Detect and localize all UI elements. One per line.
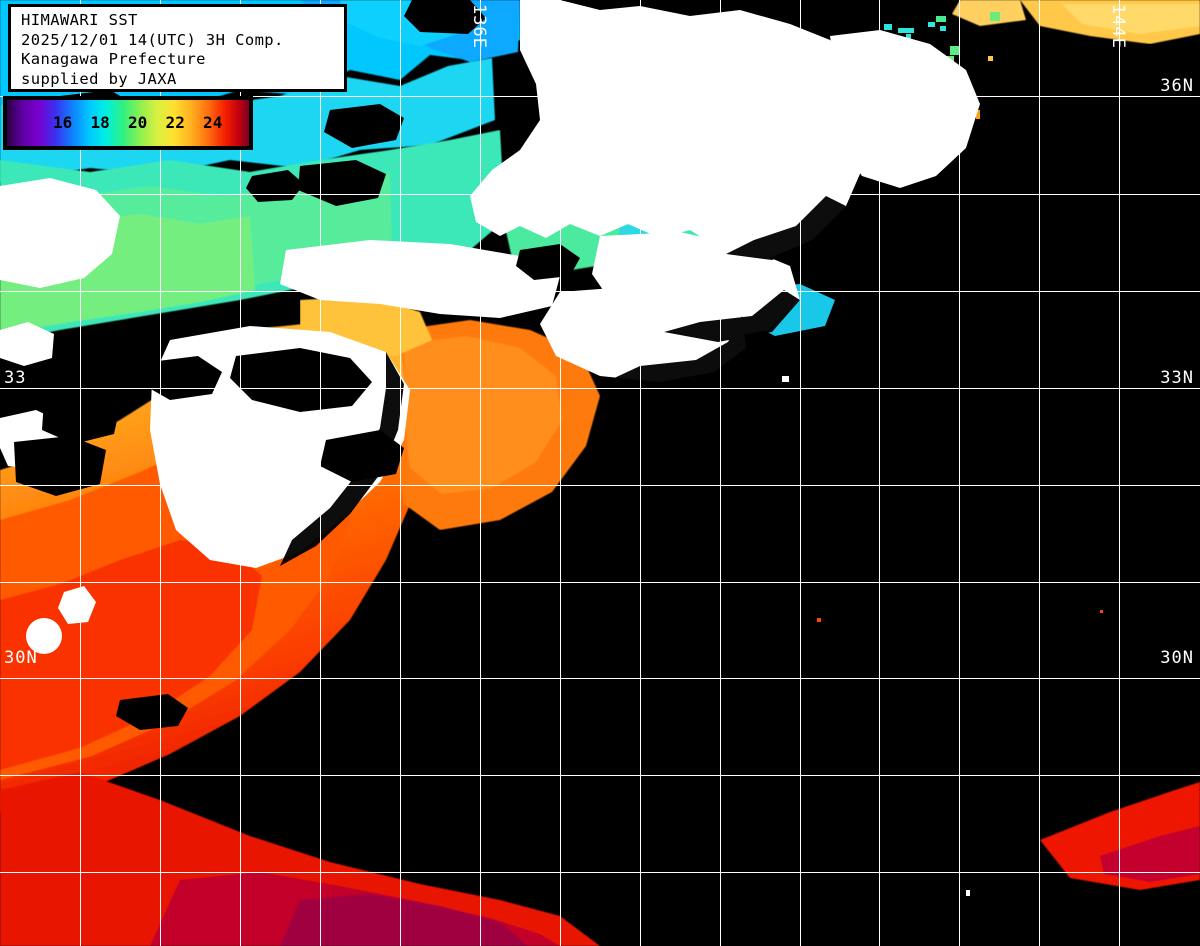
latitude-label-left-3: 33: [4, 368, 27, 388]
title-line-source: supplied by JAXA: [21, 69, 177, 88]
title-line-product: HIMAWARI SST: [21, 11, 138, 29]
sst-region-kuroshio-east: [300, 296, 600, 530]
title-box: HIMAWARI SST 2025/12/01 14(UTC) 3H Comp.…: [8, 4, 347, 92]
colorbar-tick-20: 20: [128, 113, 148, 132]
latitude-label-right-0: 36N: [1160, 76, 1194, 96]
sst-colorbar: 16 18 20 22 24: [3, 96, 253, 150]
title-line-region: Kanagawa Prefecture: [21, 50, 206, 68]
longitude-label-0: 136E: [469, 4, 489, 49]
colorbar-tick-22: 22: [165, 113, 185, 132]
latitude-label-left-4: 30N: [4, 648, 38, 668]
colorbar-gradient: [7, 100, 249, 146]
latitude-label-right-2: 30N: [1160, 648, 1194, 668]
sst-region-warm-northeast: [952, 0, 1200, 44]
sst-region-hot-band: [0, 772, 1200, 946]
colorbar-tick-18: 18: [90, 113, 110, 132]
title-line-datetime: 2025/12/01 14(UTC) 3H Comp.: [21, 30, 284, 49]
latitude-label-right-1: 33N: [1160, 368, 1194, 388]
colorbar-tick-16: 16: [53, 113, 73, 132]
colorbar-tick-24: 24: [203, 113, 223, 132]
colorbar-tick-labels: 16 18 20 22 24: [7, 100, 249, 146]
longitude-label-1: 144E: [1108, 4, 1128, 49]
coastline-noise: [280, 196, 846, 566]
